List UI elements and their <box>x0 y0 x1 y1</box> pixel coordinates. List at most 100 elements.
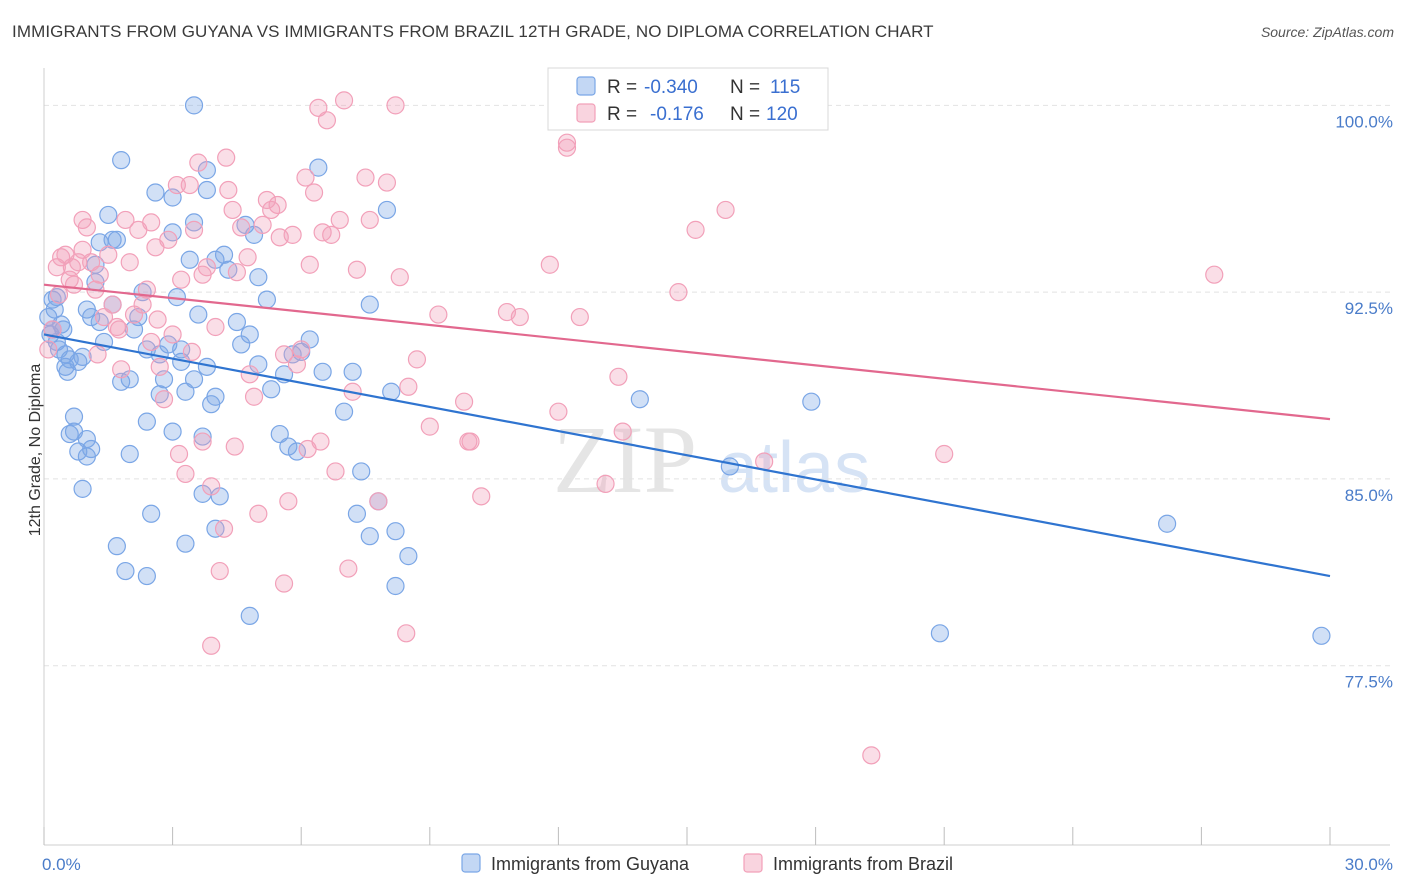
data-point <box>90 233 109 252</box>
data-point <box>90 265 109 284</box>
x-tick-labels: 0.0% 30.0% <box>42 855 1393 874</box>
data-point <box>169 444 189 464</box>
data-point <box>292 340 311 359</box>
data-point <box>262 380 281 399</box>
y-axis-label: 12th Grade, No Diploma <box>27 364 44 537</box>
data-point <box>167 175 186 195</box>
data-point <box>279 437 298 456</box>
data-point <box>268 195 287 215</box>
data-point <box>720 457 739 476</box>
data-point <box>930 624 950 643</box>
data-point <box>43 320 62 339</box>
series-guyana <box>39 96 1331 645</box>
data-point <box>112 151 131 170</box>
data-point <box>88 345 107 364</box>
data-point <box>377 173 397 192</box>
bottom-legend: Immigrants from Guyana Immigrants from B… <box>461 853 953 874</box>
data-point <box>202 636 221 655</box>
data-point <box>73 479 92 498</box>
data-point <box>133 295 152 314</box>
data-point <box>557 133 577 152</box>
data-point <box>82 253 101 272</box>
bottom-legend-swatch-guyana <box>461 853 481 873</box>
legend-swatch-brazil <box>576 103 596 123</box>
data-point <box>240 606 259 625</box>
y-tick-labels: 77.5% 85.0% 92.5% 100.0% <box>1335 112 1393 691</box>
data-point <box>249 504 268 523</box>
gridlines <box>44 104 1390 667</box>
data-point <box>253 215 272 234</box>
data-points <box>39 91 1331 765</box>
data-point <box>159 230 178 249</box>
watermark-atlas: atlas <box>718 428 870 508</box>
trend-line-brazil <box>43 283 1331 421</box>
data-point <box>225 437 244 456</box>
data-point <box>182 342 201 362</box>
data-point <box>112 360 131 379</box>
legend-n-value-brazil: 120 <box>766 104 798 125</box>
data-point <box>1158 514 1177 533</box>
y-tick-label: 92.5% <box>1345 299 1393 318</box>
data-point <box>172 340 191 359</box>
data-point <box>570 307 589 327</box>
axes <box>43 68 1390 846</box>
data-point <box>227 312 246 332</box>
data-point <box>399 547 418 566</box>
data-point <box>189 305 208 324</box>
data-point <box>399 377 418 396</box>
data-point <box>274 574 294 593</box>
data-point <box>103 295 122 314</box>
data-point <box>326 462 345 481</box>
bottom-legend-swatch-brazil <box>743 853 763 873</box>
data-point <box>45 300 64 319</box>
data-point <box>184 213 204 232</box>
data-point <box>69 352 88 371</box>
bottom-legend-label-brazil: Immigrants from Brazil <box>773 854 953 874</box>
data-point <box>334 402 354 421</box>
data-point <box>313 362 332 381</box>
data-point <box>109 320 129 339</box>
data-point <box>309 158 328 177</box>
data-point <box>73 240 92 259</box>
data-point <box>214 245 234 264</box>
data-point <box>82 439 101 459</box>
data-point <box>94 307 114 327</box>
data-point <box>184 370 204 389</box>
data-point <box>390 268 409 287</box>
data-point <box>386 522 405 541</box>
legend-r-value-brazil: -0.176 <box>650 104 704 125</box>
data-point <box>429 305 448 324</box>
legend-n-label-guyana: N = <box>730 77 760 98</box>
data-point <box>386 96 405 115</box>
data-point <box>557 138 577 157</box>
bottom-legend-label-guyana: Immigrants from Guyana <box>491 854 690 874</box>
data-point <box>176 464 195 484</box>
data-point <box>716 200 735 220</box>
data-point <box>223 200 242 220</box>
data-point <box>249 268 268 287</box>
data-point <box>330 210 349 230</box>
y-tick-label: 100.0% <box>1335 112 1393 131</box>
data-point <box>549 402 568 421</box>
data-point <box>107 230 126 249</box>
data-point <box>360 295 379 314</box>
x-tick-label: 0.0% <box>42 855 81 874</box>
data-point <box>142 332 161 352</box>
data-point <box>802 392 821 411</box>
data-point <box>352 462 371 481</box>
data-point <box>304 183 324 202</box>
data-point <box>193 432 212 451</box>
data-point <box>510 307 529 327</box>
data-point <box>214 519 234 538</box>
data-point <box>630 390 649 409</box>
data-point <box>189 153 208 172</box>
data-point <box>227 263 246 282</box>
data-point <box>283 225 302 244</box>
data-point <box>238 248 257 267</box>
data-point <box>334 91 354 110</box>
data-point <box>257 190 277 210</box>
data-point <box>176 534 195 553</box>
data-point <box>862 746 881 765</box>
data-point <box>99 245 118 264</box>
data-point <box>219 180 238 200</box>
